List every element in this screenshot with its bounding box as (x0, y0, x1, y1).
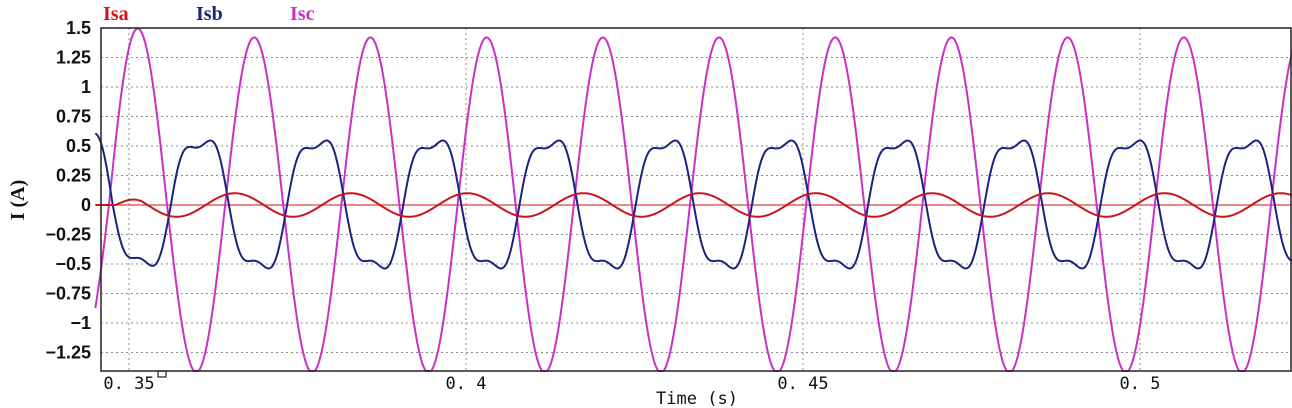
x-tick-label: 0. 5 (1120, 374, 1161, 394)
y-tick-label: −1.25 (45, 343, 91, 363)
y-tick-label: −0.5 (55, 254, 91, 274)
x-tick-label: 0. 35 (103, 374, 154, 394)
series-isa (95, 192, 1292, 218)
x-axis-label: Time (s) (656, 389, 738, 408)
y-tick-label: −0.75 (45, 284, 91, 304)
x-tick-labels: 0. 35 0. 4 0. 45 0. 5 (103, 374, 1160, 394)
legend-isc: Isc (290, 3, 315, 25)
y-tick-label: −0.25 (45, 225, 91, 245)
y-tick-labels: 1.5 1.25 1 0.75 0.5 0.25 0 −0.25 −0.5 −0.75 −1 −1.2… (45, 18, 91, 363)
legend: Isa Isb Isc (103, 3, 315, 25)
y-axis-label: I (A) (7, 180, 29, 221)
series-isb (94, 132, 1292, 270)
y-tick-label: 1 (81, 77, 91, 97)
y-tick-label: 1.25 (56, 48, 91, 68)
x-tick-label: 0. 45 (777, 374, 828, 394)
y-tick-label: −1 (70, 313, 91, 333)
series-isc (94, 27, 1292, 372)
plot-frame (100, 27, 1292, 372)
axis-marker (157, 370, 167, 378)
grid-layer (101, 28, 1291, 371)
series-layer (94, 27, 1292, 372)
y-tick-label: 0 (81, 195, 91, 215)
y-tick-label: 0.5 (66, 136, 91, 156)
y-tick-label: 1.5 (66, 18, 91, 38)
legend-isa: Isa (103, 3, 129, 25)
y-tick-label: 0.25 (56, 166, 91, 186)
legend-isb: Isb (196, 3, 223, 25)
y-tick-label: 0.75 (56, 107, 91, 127)
x-tick-label: 0. 4 (446, 374, 487, 394)
